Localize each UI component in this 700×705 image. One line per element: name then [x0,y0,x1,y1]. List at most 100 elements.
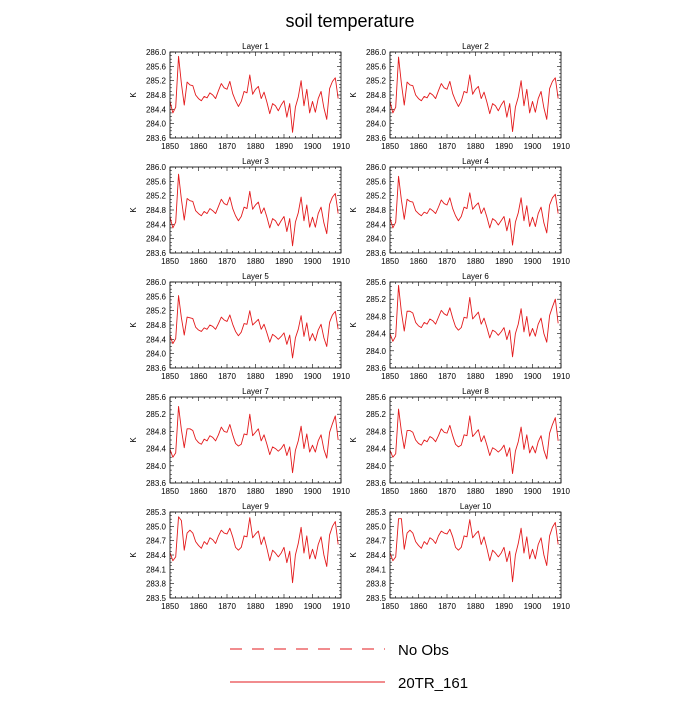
y-tick-label: 283.6 [146,134,167,143]
y-axis-label: K [129,92,138,98]
x-tick-label: 1860 [190,602,208,611]
x-tick-label: 1880 [247,602,265,611]
y-tick-label: 285.2 [146,192,167,201]
y-tick-label: 283.6 [366,364,387,373]
x-tick-label: 1890 [275,487,293,496]
x-tick-label: 1850 [161,487,179,496]
plot-frame [169,281,342,369]
x-tick-label: 1900 [524,487,542,496]
y-tick-label: 283.8 [366,580,387,589]
y-tick-label: 286.0 [146,48,167,57]
y-tick-label: 283.6 [366,249,387,258]
y-tick-label: 284.4 [366,551,387,560]
x-tick-label: 1900 [524,602,542,611]
x-tick-label: 1870 [218,142,236,151]
x-tick-label: 1860 [410,602,428,611]
legend: No Obs 20TR_161 [230,642,468,692]
x-tick-label: 1870 [218,372,236,381]
x-tick-label: 1850 [161,257,179,266]
x-tick-label: 1870 [438,602,456,611]
y-tick-label: 284.8 [366,312,387,321]
x-tick-label: 1900 [304,142,322,151]
x-tick-label: 1910 [552,372,570,381]
y-axis-label: K [129,552,138,558]
x-tick-label: 1890 [275,372,293,381]
y-tick-label: 285.3 [146,508,167,517]
y-tick-label: 285.6 [146,177,167,186]
x-tick-label: 1910 [332,487,350,496]
panel-title: Layer 9 [242,502,269,511]
series-line [169,516,339,584]
y-axis-label: K [349,552,358,558]
plot-frame [389,511,562,599]
y-tick-label: 285.3 [366,508,387,517]
x-tick-label: 1890 [495,602,513,611]
y-tick-label: 284.4 [146,551,167,560]
x-tick-label: 1850 [381,257,399,266]
y-axis-label: K [349,92,358,98]
series-line [169,295,339,359]
x-tick-label: 1850 [161,372,179,381]
y-tick-label: 284.8 [366,206,387,215]
y-tick-label: 283.6 [146,249,167,258]
y-tick-label: 283.5 [366,594,387,603]
panel-title: Layer 2 [462,42,489,51]
x-tick-label: 1850 [161,142,179,151]
y-tick-label: 284.0 [146,350,167,359]
x-tick-label: 1870 [438,372,456,381]
x-tick-label: 1880 [467,257,485,266]
y-axis-label: K [129,322,138,328]
y-tick-label: 284.8 [146,321,167,330]
series-line [169,173,339,247]
y-tick-label: 285.0 [366,522,387,531]
panel-layer-2: Layer 2 K 1850 1860 1870 1880 1890 1900 1910 283.… [349,42,570,151]
panel-layer-9: Layer 9 K 1850 1860 1870 1880 1890 1900 1910 283.… [129,502,350,611]
x-tick-label: 1910 [552,487,570,496]
x-tick-label: 1870 [438,257,456,266]
figure-title: soil temperature [285,11,414,31]
y-tick-label: 284.0 [366,462,387,471]
panel-layer-4: Layer 4 K 1850 1860 1870 1880 1890 1900 1910 283.… [349,157,570,266]
x-tick-label: 1910 [332,257,350,266]
y-tick-label: 284.0 [366,120,387,129]
panel-title: Layer 8 [462,387,489,396]
y-tick-label: 284.4 [146,335,167,344]
panel-title: Layer 3 [242,157,269,166]
x-tick-label: 1890 [275,142,293,151]
y-tick-label: 286.0 [366,163,387,172]
x-tick-label: 1860 [410,372,428,381]
plot-frame [169,166,342,254]
x-tick-label: 1860 [190,142,208,151]
x-tick-label: 1870 [438,142,456,151]
x-tick-label: 1890 [495,487,513,496]
y-tick-label: 283.5 [146,594,167,603]
panel-layer-5: Layer 5 K 1850 1860 1870 1880 1890 1900 1910 283.… [129,272,350,381]
x-tick-label: 1850 [381,142,399,151]
series-line [389,175,559,246]
y-axis-label: K [349,437,358,443]
x-tick-label: 1870 [218,602,236,611]
series-line [169,55,339,133]
panel-title: Layer 7 [242,387,269,396]
y-tick-label: 285.2 [146,307,167,316]
y-axis-label: K [129,437,138,443]
y-tick-label: 284.4 [366,445,387,454]
x-tick-label: 1850 [161,602,179,611]
y-tick-label: 284.1 [366,565,387,574]
x-tick-label: 1880 [467,372,485,381]
series-line [389,284,559,358]
y-tick-label: 284.8 [146,206,167,215]
x-tick-label: 1880 [247,372,265,381]
y-tick-label: 284.0 [146,462,167,471]
panel-title: Layer 6 [462,272,489,281]
x-tick-label: 1910 [332,602,350,611]
x-tick-label: 1880 [247,487,265,496]
panel-layer-3: Layer 3 K 1850 1860 1870 1880 1890 1900 1910 283.… [129,157,350,266]
series-line [389,408,559,474]
x-tick-label: 1880 [247,257,265,266]
y-tick-label: 284.4 [366,220,387,229]
x-tick-label: 1880 [247,142,265,151]
y-tick-label: 284.4 [146,445,167,454]
